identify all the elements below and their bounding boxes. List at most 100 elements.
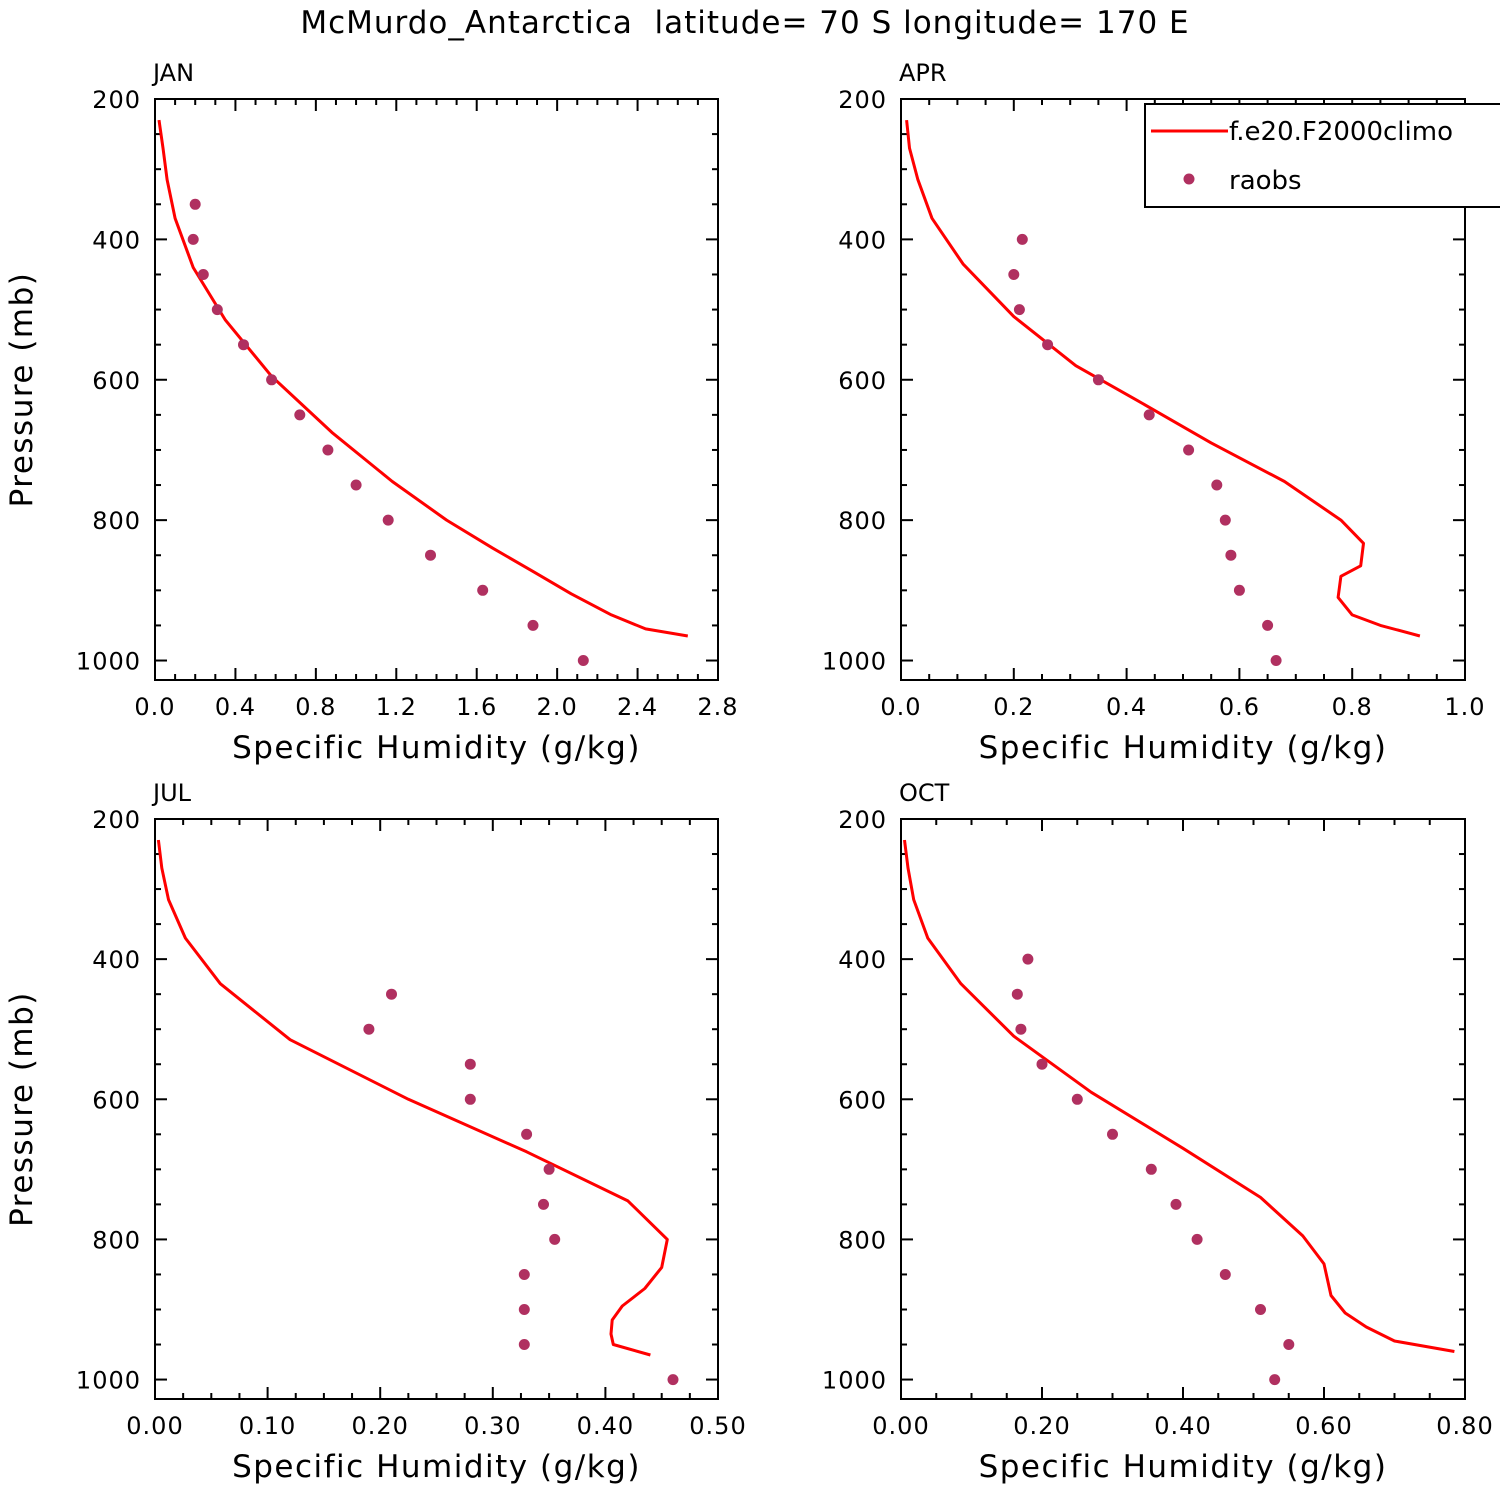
obs-point-apr [1233, 584, 1245, 596]
x-tick-label-jul: 0.00 [126, 1412, 183, 1440]
obs-point-apr [1219, 514, 1231, 526]
obs-point-oct [1071, 1093, 1083, 1105]
obs-point-jan [238, 339, 249, 351]
obs-point-jan [197, 269, 209, 280]
obs-point-oct [1255, 1304, 1266, 1315]
y-tick-label-jan: 600 [92, 367, 141, 395]
obs-point-oct [1107, 1128, 1118, 1140]
obs-point-oct [1283, 1339, 1295, 1350]
y-tick-label-apr: 1000 [822, 648, 887, 676]
x-tick-label-apr: 0.8 [1332, 693, 1373, 721]
y-tick-label-oct: 400 [838, 946, 887, 974]
obs-point-apr [1262, 619, 1274, 631]
y-tick-label-jan: 200 [92, 86, 141, 114]
obs-point-apr [1016, 233, 1028, 245]
x-tick-label-apr: 0.2 [993, 693, 1034, 721]
obs-point-apr [1013, 304, 1025, 316]
x-axis-label-apr: Specific Humidity (g/kg) [979, 730, 1388, 766]
panel-title-jul: JUL [151, 779, 192, 807]
x-tick-label-oct: 0.40 [1154, 1412, 1211, 1440]
panel-jul: JUL 0.00 0.10 0.20 0.30 0.40 0.50 200 400 600 800 1… [4, 779, 746, 1485]
obs-point-oct [1015, 1023, 1027, 1035]
obs-point-apr [1183, 444, 1195, 456]
obs-point-jul [543, 1163, 555, 1175]
y-tick-label-jul: 200 [92, 806, 141, 834]
obs-point-jul [464, 1093, 476, 1105]
obs-point-oct [1036, 1058, 1048, 1070]
obs-point-jan [527, 619, 539, 631]
obs-point-jul [386, 988, 397, 1000]
x-tick-label-apr: 1.0 [1444, 693, 1485, 721]
obs-point-apr [1143, 409, 1155, 421]
obs-point-apr [1042, 339, 1054, 351]
x-tick-label-jul: 0.40 [577, 1412, 634, 1440]
legend-label-model: f.e20.F2000climo [1229, 117, 1453, 147]
obs-point-jul [363, 1023, 375, 1035]
y-tick-label-apr: 600 [838, 367, 887, 395]
obs-point-oct [1269, 1374, 1281, 1386]
x-tick-label-jan: 0.0 [134, 693, 175, 721]
y-tick-label-apr: 800 [838, 507, 887, 535]
obs-point-jan [350, 479, 362, 491]
obs-point-jan [322, 444, 334, 456]
obs-point-oct [1219, 1269, 1231, 1280]
x-tick-label-jan: 2.0 [537, 693, 578, 721]
legend: f.e20.F2000climo raobs [1144, 103, 1500, 208]
obs-point-jan [477, 584, 489, 596]
obs-point-jul [549, 1233, 561, 1245]
y-tick-label-jul: 800 [92, 1226, 141, 1254]
model-line-oct [903, 839, 1455, 1353]
obs-point-jul [464, 1058, 476, 1070]
x-tick-label-apr: 0.6 [1219, 693, 1260, 721]
panel-apr: APR 0.0 0.2 0.4 0.6 0.8 1.0 200 400 600 800 1000 Spe… [822, 59, 1485, 766]
model-line-apr [905, 119, 1421, 638]
obs-point-jul [667, 1374, 679, 1386]
legend-marker-swatch [1183, 173, 1195, 185]
x-tick-label-apr: 0.0 [880, 693, 921, 721]
obs-point-apr [1225, 549, 1237, 561]
panel-jan: JAN 0.0 0.4 0.8 1.2 1.6 2.0 2.4 2.8 200 400 600 800 1… [4, 59, 738, 766]
figure-title: McMurdo_Antarctica latitude= 70 S longit… [300, 5, 1189, 41]
y-tick-label-jul: 600 [92, 1086, 141, 1114]
obs-point-apr [1211, 479, 1223, 491]
obs-point-oct [1022, 953, 1034, 965]
y-tick-label-jan: 400 [92, 226, 141, 254]
y-tick-label-oct: 200 [838, 806, 887, 834]
x-tick-label-oct: 0.80 [1436, 1412, 1493, 1440]
obs-point-jan [211, 304, 223, 316]
obs-point-jul [521, 1128, 533, 1140]
obs-point-oct [1191, 1233, 1203, 1245]
obs-point-jan [294, 409, 306, 421]
plot-frame-jul [154, 818, 719, 1400]
x-axis-label-jul: Specific Humidity (g/kg) [232, 1449, 641, 1485]
obs-point-apr [1092, 374, 1104, 386]
panels: JAN 0.0 0.4 0.8 1.2 1.6 2.0 2.4 2.8 200 400 600 800 1… [4, 59, 1493, 1485]
x-axis-label-oct: Specific Humidity (g/kg) [979, 1449, 1388, 1485]
panel-title-jan: JAN [151, 59, 194, 87]
obs-point-oct [1145, 1163, 1157, 1175]
y-tick-label-oct: 1000 [822, 1367, 887, 1395]
obs-point-jan [577, 655, 589, 666]
y-tick-label-apr: 200 [838, 86, 887, 114]
x-tick-label-jan: 0.8 [295, 693, 336, 721]
x-tick-label-jan: 0.4 [215, 693, 256, 721]
x-tick-label-oct: 0.00 [872, 1412, 929, 1440]
obs-point-apr [1270, 655, 1282, 666]
legend-box [1144, 103, 1500, 208]
x-tick-label-jan: 1.2 [376, 693, 417, 721]
y-axis-label-jan: Pressure (mb) [4, 272, 40, 508]
y-tick-label-oct: 800 [838, 1226, 887, 1254]
panel-title-apr: APR [899, 59, 947, 87]
plot-frame-jan [154, 98, 719, 681]
model-line-jan [157, 119, 689, 638]
y-tick-label-jul: 400 [92, 946, 141, 974]
obs-point-jan [189, 198, 201, 210]
x-axis-label-jan: Specific Humidity (g/kg) [232, 730, 641, 766]
obs-point-jan [382, 514, 394, 526]
x-tick-label-jul: 0.10 [239, 1412, 296, 1440]
plot-frame-oct [900, 818, 1466, 1400]
y-tick-label-jan: 1000 [76, 648, 141, 676]
obs-point-jan [425, 549, 436, 561]
y-tick-label-oct: 600 [838, 1086, 887, 1114]
model-line-jul [156, 839, 669, 1357]
